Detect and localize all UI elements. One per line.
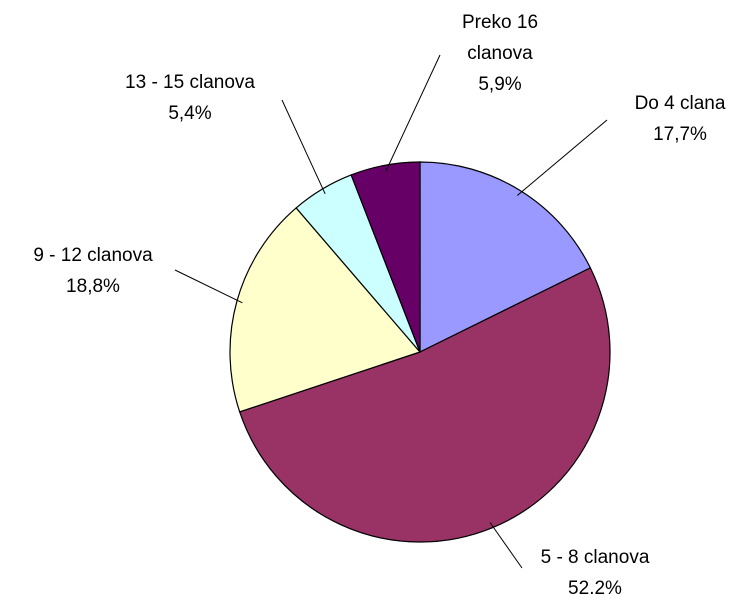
pie-slice bbox=[238, 267, 611, 543]
value-label: 17,7% bbox=[653, 124, 707, 145]
category-name: 5 - 8 clanova bbox=[540, 547, 650, 568]
category-name: Do 4 clana bbox=[634, 93, 726, 114]
value-label: 5,4% bbox=[168, 103, 212, 124]
pie-slice bbox=[419, 161, 592, 353]
slice-label: 9 - 12 clanova 18,8% bbox=[33, 240, 152, 302]
value-label: 5,9% bbox=[478, 74, 522, 95]
leader-line bbox=[489, 522, 523, 569]
category-name: 13 - 15 clanova bbox=[125, 72, 255, 93]
leader-line bbox=[281, 99, 326, 195]
pie-slice bbox=[229, 207, 422, 413]
category-name: Preko 16 clanova bbox=[461, 12, 539, 64]
leader-line bbox=[174, 269, 243, 304]
slice-label: 5 - 8 clanova 52.2% bbox=[541, 542, 650, 604]
value-label: 18,8% bbox=[66, 276, 120, 297]
slice-label: Preko 16 clanova 5,9% bbox=[450, 7, 550, 100]
category-name: 9 - 12 clanova bbox=[33, 245, 153, 266]
pie-slice bbox=[350, 161, 421, 353]
slice-label: Do 4 clana 17,7% bbox=[635, 88, 726, 150]
slice-label: 13 - 15 clanova 5,4% bbox=[125, 67, 255, 129]
value-label: 52.2% bbox=[568, 578, 622, 599]
leader-line bbox=[516, 119, 608, 196]
leader-line bbox=[385, 54, 441, 172]
